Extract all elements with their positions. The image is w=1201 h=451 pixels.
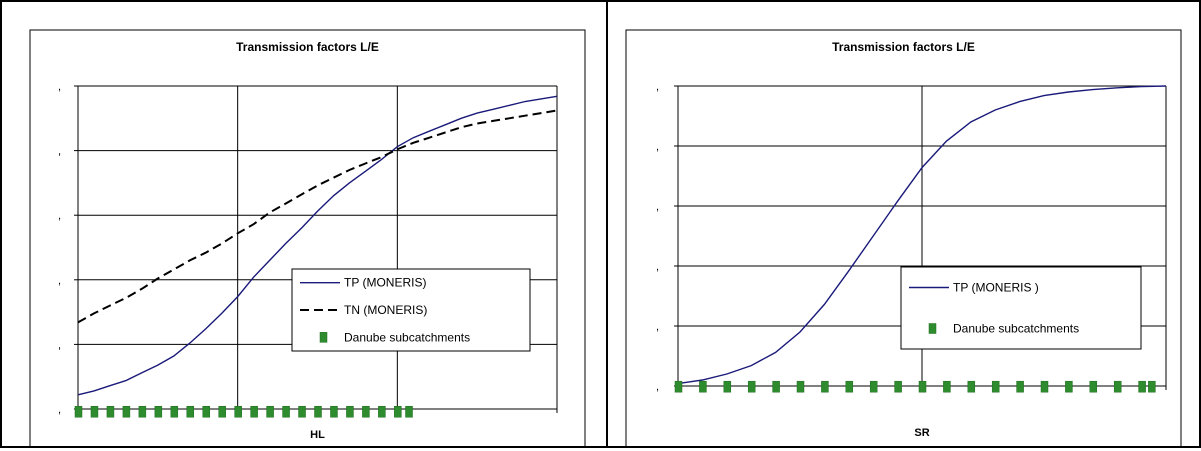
subcatchment-marker bbox=[1113, 380, 1122, 393]
legend-label: TN (MONERIS) bbox=[344, 303, 427, 317]
x-axis-label: SR bbox=[914, 427, 929, 439]
subcatchment-marker bbox=[894, 380, 902, 393]
chart-frame bbox=[29, 29, 586, 449]
series-line-0 bbox=[677, 85, 1167, 385]
chart-left: Transmission factors L/E,,,,,, HL TP (MONE… bbox=[29, 29, 586, 449]
legend-box bbox=[900, 266, 1142, 350]
subcatchment-marker bbox=[699, 380, 707, 393]
subcatchment-marker bbox=[266, 405, 274, 418]
chart-title: Transmission factors L/E bbox=[236, 40, 379, 54]
subcatchment-marker bbox=[918, 380, 927, 393]
subcatchment-marker bbox=[747, 380, 756, 393]
chart-right: Transmission factors L/E,,,,,, SR TP (MONE… bbox=[625, 29, 1182, 449]
subcatchment-marker bbox=[138, 405, 147, 418]
subcatchment-marker bbox=[991, 380, 1000, 393]
y-tick-label: , bbox=[58, 404, 61, 416]
legend-label: TP (MONERIS ) bbox=[953, 281, 1039, 295]
subcatchment-marker bbox=[122, 405, 131, 418]
subcatchment-marker bbox=[1148, 380, 1156, 393]
chart-panel-left: Transmission factors L/E,,,,,, HL TP (MONE… bbox=[0, 0, 608, 449]
x-axis-label: HL bbox=[310, 429, 325, 441]
y-tick-label: , bbox=[656, 261, 659, 273]
y-tick-label: , bbox=[656, 81, 659, 93]
subcatchment-marker bbox=[314, 405, 322, 418]
series-line-1 bbox=[77, 109, 558, 324]
chart-frame bbox=[625, 29, 1182, 449]
subcatchment-marker bbox=[967, 380, 976, 393]
legend-marker bbox=[928, 323, 937, 334]
subcatchment-marker bbox=[234, 405, 242, 418]
subcatchment-marker bbox=[298, 405, 306, 418]
subcatchment-marker bbox=[378, 405, 386, 418]
subcatchment-marker bbox=[282, 405, 290, 418]
subcatchment-marker bbox=[796, 380, 805, 393]
y-tick-label: , bbox=[58, 339, 61, 351]
subcatchment-marker bbox=[170, 405, 179, 418]
subcatchment-marker bbox=[1065, 380, 1073, 393]
subcatchment-marker bbox=[394, 405, 402, 418]
subcatchment-marker bbox=[1016, 380, 1024, 393]
subcatchment-marker bbox=[943, 380, 951, 393]
subcatchment-marker bbox=[772, 380, 780, 393]
subcatchment-marker bbox=[821, 380, 829, 393]
subcatchment-marker bbox=[106, 405, 115, 418]
y-tick-label: , bbox=[656, 381, 659, 393]
y-tick-label: , bbox=[656, 321, 659, 333]
subcatchment-marker bbox=[723, 380, 732, 393]
y-tick-label: , bbox=[58, 210, 61, 222]
subcatchment-marker bbox=[250, 405, 258, 418]
legend-label: TP (MONERIS) bbox=[344, 276, 426, 290]
subcatchment-marker bbox=[1040, 380, 1049, 393]
subcatchment-marker bbox=[869, 380, 878, 393]
chart-title: Transmission factors L/E bbox=[832, 40, 975, 54]
subcatchment-marker bbox=[1138, 380, 1146, 393]
y-tick-label: , bbox=[58, 146, 61, 158]
legend-label: Danube subcatchments bbox=[953, 322, 1079, 336]
subcatchment-marker bbox=[1089, 380, 1098, 393]
chart-panel-right: Transmission factors L/E,,,,,, SR TP (MONE… bbox=[606, 0, 1201, 449]
subcatchment-marker bbox=[405, 405, 413, 418]
y-tick-label: , bbox=[656, 141, 659, 153]
y-tick-label: , bbox=[58, 275, 61, 287]
subcatchment-marker bbox=[346, 405, 354, 418]
subcatchment-marker bbox=[74, 405, 83, 418]
subcatchment-marker bbox=[154, 405, 163, 418]
subcatchment-marker bbox=[845, 380, 854, 393]
subcatchment-marker bbox=[202, 405, 210, 418]
subcatchment-marker bbox=[674, 380, 683, 393]
y-tick-label: , bbox=[58, 81, 61, 93]
subcatchment-marker bbox=[90, 405, 99, 418]
subcatchment-marker bbox=[330, 405, 338, 418]
subcatchment-marker bbox=[362, 405, 370, 418]
y-tick-label: , bbox=[656, 201, 659, 213]
subcatchment-marker bbox=[186, 405, 195, 418]
legend-label: Danube subcatchments bbox=[344, 330, 470, 344]
series-line-0 bbox=[77, 95, 558, 396]
legend-marker bbox=[319, 332, 328, 343]
subcatchment-marker bbox=[218, 405, 226, 418]
